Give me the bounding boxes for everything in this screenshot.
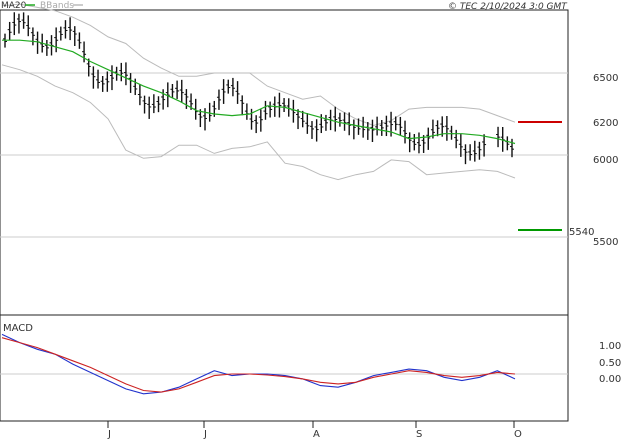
legend-ma20-label: MA20	[1, 1, 27, 11]
macd-title: MACD	[3, 323, 33, 334]
macd-layer	[1, 333, 516, 395]
xaxis: J J A S O	[107, 421, 522, 440]
legend-bbands-label: BBands	[40, 1, 74, 11]
ma20-line	[2, 39, 516, 145]
ytick-6500: 6500	[593, 73, 618, 84]
macd-ytick-1: 1.00	[599, 341, 621, 352]
resistance-label: 6200	[593, 118, 618, 129]
xtick-label-3: A	[313, 429, 320, 440]
ytick-6000: 6000	[593, 155, 618, 166]
copyright-text: © TEC 2/10/2024 3:0 GMT	[448, 2, 568, 12]
ma20-layer	[2, 39, 516, 145]
xtick-label-4: S	[416, 429, 422, 440]
bbands-upper-line	[1, 3, 516, 127]
ytick-5500: 5500	[593, 237, 618, 248]
bbands-lower-line	[1, 64, 516, 181]
xtick-label-1: J	[107, 429, 111, 440]
macd-ytick-05: 0.50	[599, 358, 621, 369]
xtick-label-2: J	[203, 429, 207, 440]
support-label: 5540	[569, 227, 594, 238]
signal-line	[1, 337, 516, 393]
macd-panel-frame	[0, 314, 569, 422]
macd-ytick-0: 0.00	[599, 374, 621, 385]
bbands-layer	[1, 3, 516, 181]
xtick-label-5: O	[514, 429, 522, 440]
